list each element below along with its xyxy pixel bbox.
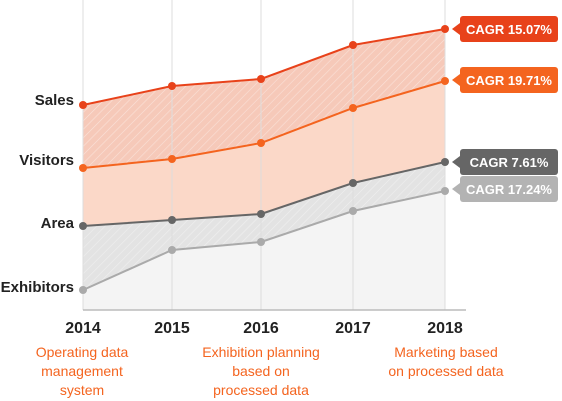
point-visitors-2015: [168, 155, 176, 163]
cagr-badge-pointer-0: [452, 23, 460, 35]
cagr-badge-text-2: CAGR 7.61%: [470, 155, 549, 170]
y-label-area: Area: [41, 215, 75, 232]
x-label-2018: 2018: [427, 320, 463, 337]
cagr-badge-pointer-3: [452, 183, 460, 195]
annotation-1-line-1: based on: [232, 363, 290, 379]
point-area-2016: [257, 210, 265, 218]
point-visitors-2014: [79, 164, 87, 172]
cagr-badge-1: [460, 67, 558, 93]
point-exhibitors-2017: [349, 207, 357, 215]
x-label-2015: 2015: [154, 320, 190, 337]
point-exhibitors-2018: [441, 187, 449, 195]
point-visitors-2018: [441, 77, 449, 85]
band-below-exhibitors: [83, 191, 445, 310]
point-sales-2016: [257, 75, 265, 83]
cagr-badge-0: [460, 16, 558, 42]
annotation-1-line-0: Exhibition planning: [202, 344, 320, 360]
y-label-exhibitors: Exhibitors: [1, 279, 74, 296]
cagr-badge-text-0: CAGR 15.07%: [466, 22, 552, 37]
point-sales-2015: [168, 82, 176, 90]
point-area-2018: [441, 158, 449, 166]
band-sales-visitors-hatch: [83, 29, 445, 168]
cagr-badge-3: [460, 176, 558, 202]
point-area-2017: [349, 179, 357, 187]
point-sales-2017: [349, 41, 357, 49]
point-exhibitors-2015: [168, 246, 176, 254]
cagr-badge-text-1: CAGR 19.71%: [466, 73, 552, 88]
cagr-badge-pointer-2: [452, 156, 460, 168]
annotation-0-line-2: system: [60, 382, 104, 398]
annotation-0-line-0: Operating data: [36, 344, 129, 360]
point-sales-2018: [441, 25, 449, 33]
point-visitors-2016: [257, 139, 265, 147]
cagr-badge-pointer-1: [452, 74, 460, 86]
band-visitors-area: [83, 81, 445, 226]
point-area-2014: [79, 222, 87, 230]
annotation-2-line-0: Marketing based: [394, 344, 498, 360]
point-exhibitors-2014: [79, 286, 87, 294]
y-label-visitors: Visitors: [19, 152, 74, 169]
band-area-exhibitors-hatch: [83, 162, 445, 290]
x-label-2014: 2014: [65, 320, 101, 337]
cagr-badge-2: [460, 149, 558, 175]
cagr-badge-text-3: CAGR 17.24%: [466, 182, 552, 197]
point-sales-2014: [79, 101, 87, 109]
point-area-2015: [168, 216, 176, 224]
x-label-2016: 2016: [243, 320, 279, 337]
point-visitors-2017: [349, 104, 357, 112]
annotation-1-line-2: processed data: [213, 382, 309, 398]
y-label-sales: Sales: [35, 92, 74, 109]
x-label-2017: 2017: [335, 320, 371, 337]
point-exhibitors-2016: [257, 238, 265, 246]
annotation-2-line-1: on processed data: [388, 363, 503, 379]
annotation-0-line-1: management: [41, 363, 123, 379]
